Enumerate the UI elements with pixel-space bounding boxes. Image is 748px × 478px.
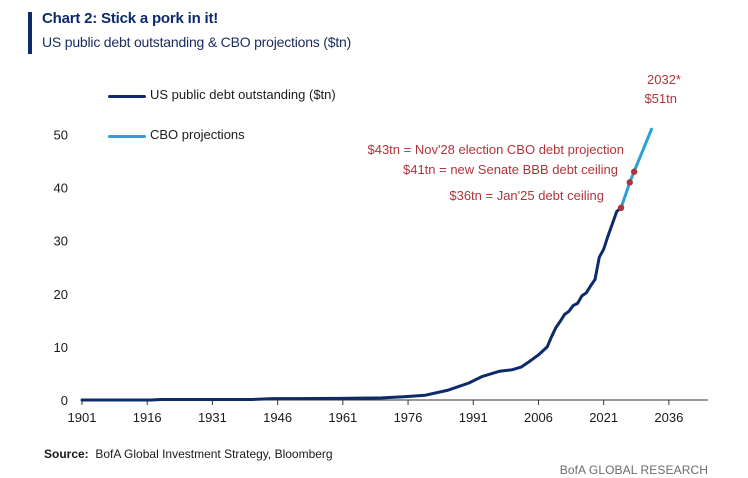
x-tick-label: 1961 <box>328 410 357 425</box>
x-tick-label: 1946 <box>263 410 292 425</box>
series-line-projection <box>619 127 653 210</box>
x-tick-label: 1931 <box>198 410 227 425</box>
legend-swatch-projection <box>108 135 146 138</box>
title-accent-bar <box>28 12 32 54</box>
x-tick-label: 1916 <box>133 410 162 425</box>
x-tick-label: 1901 <box>68 410 97 425</box>
y-tick-label: 40 <box>54 181 68 196</box>
chart-subtitle: US public debt outstanding & CBO project… <box>42 34 352 50</box>
annotation-36tn: $36tn = Jan'25 debt ceiling <box>449 188 604 203</box>
chart-plot: 1901 1916 1931 1946 1961 1976 1991 2006 2021 2036… <box>54 127 708 425</box>
source-note: Source: BofA Global Investment Strategy,… <box>44 447 333 461</box>
y-tick-label: 0 <box>61 393 68 408</box>
x-tick-label: 2036 <box>654 410 683 425</box>
y-tick-label: 20 <box>54 287 68 302</box>
x-tick-label: 1976 <box>394 410 423 425</box>
research-credit: BofA GLOBAL RESEARCH <box>559 463 708 477</box>
legend-label-projection: CBO projections <box>150 127 245 142</box>
annotation-marker <box>630 168 638 175</box>
annotation-43tn: $43tn = Nov'28 election CBO debt project… <box>367 142 624 157</box>
annotation-2032-year: 2032* <box>647 72 681 87</box>
x-tick-label: 1991 <box>459 410 488 425</box>
x-tick-label: 2006 <box>524 410 553 425</box>
annotation-marker <box>626 179 633 186</box>
y-tick-label: 10 <box>54 340 68 355</box>
x-tick-label: 2021 <box>589 410 618 425</box>
annotation-2032-value: $51tn <box>644 91 677 106</box>
source-label: Source: <box>44 447 89 461</box>
legend-label-history: US public debt outstanding ($tn) <box>150 87 336 102</box>
y-tick-label: 50 <box>54 128 68 143</box>
series-line-history <box>80 206 623 402</box>
chart-title: Chart 2: Stick a pork in it! <box>42 10 219 27</box>
source-text: BofA Global Investment Strategy, Bloombe… <box>95 447 333 461</box>
y-tick-label: 30 <box>54 234 68 249</box>
annotation-marker <box>617 204 625 212</box>
annotation-41tn: $41tn = new Senate BBB debt ceiling <box>402 162 618 177</box>
legend-swatch-history <box>108 95 146 98</box>
